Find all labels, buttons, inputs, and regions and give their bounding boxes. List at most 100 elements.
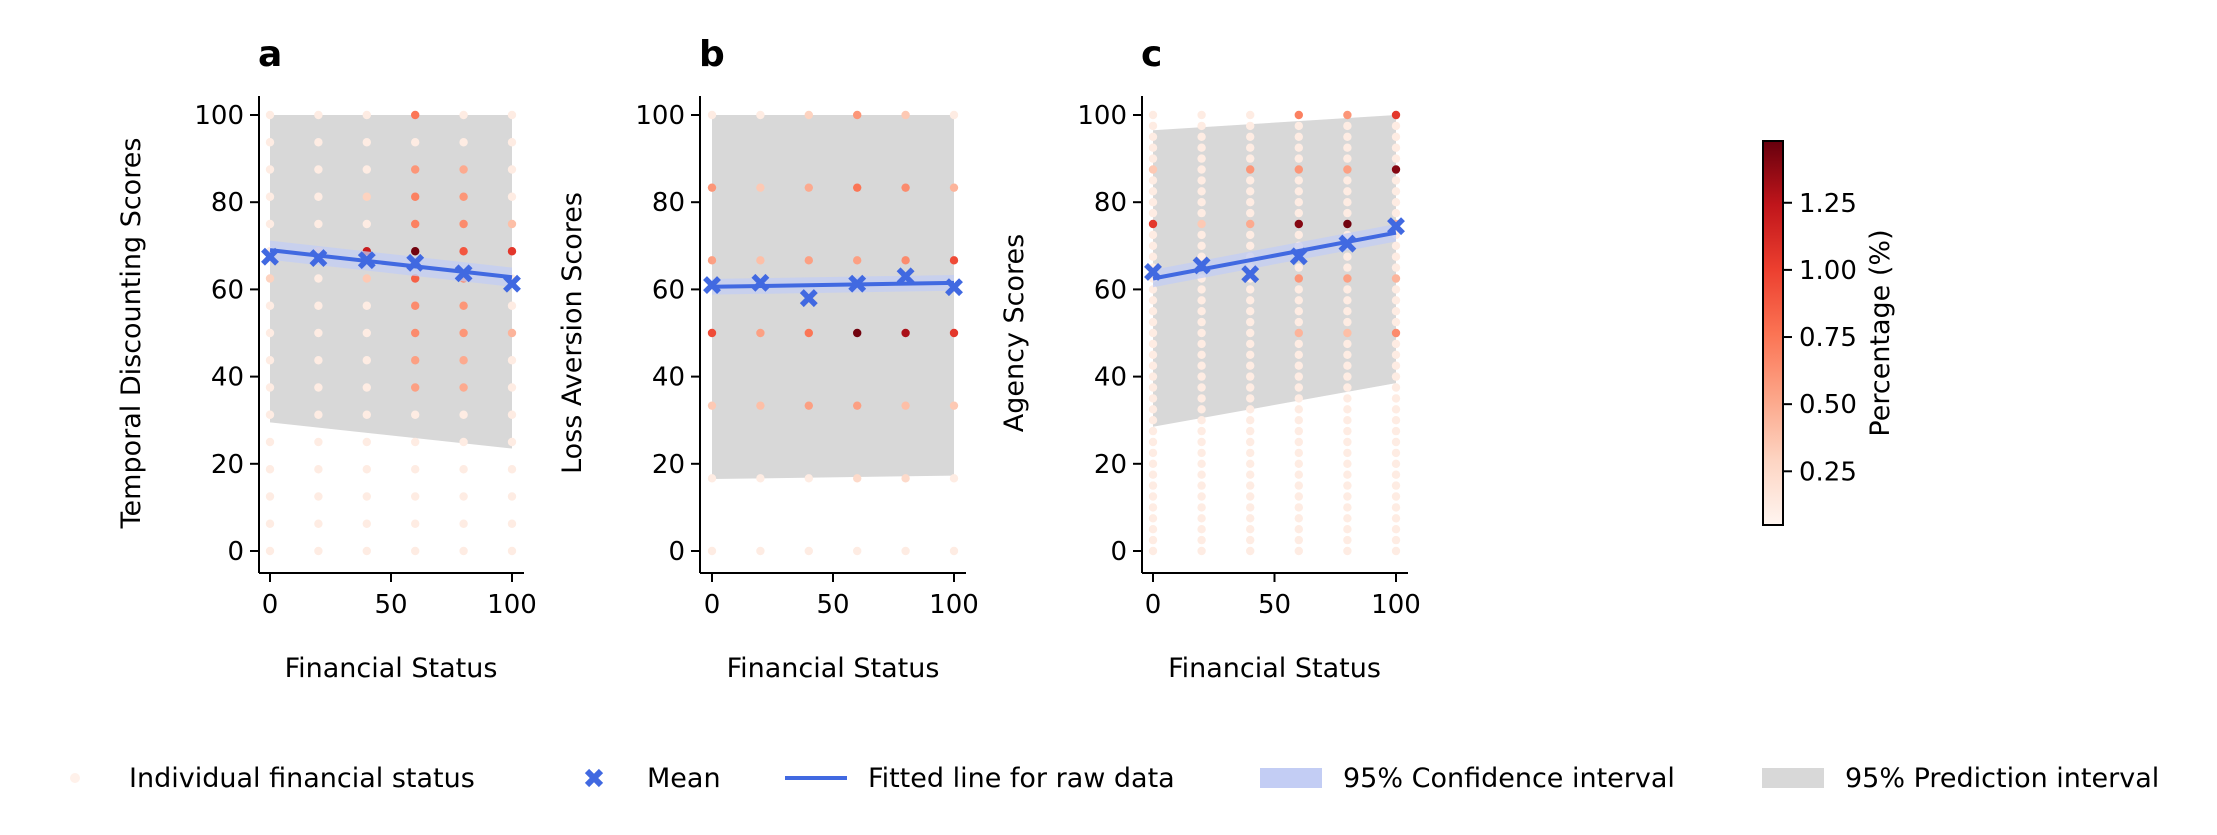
y-tick-label: 100 (194, 101, 244, 131)
data-point (1391, 416, 1401, 425)
data-point (1391, 437, 1401, 447)
data-point (1246, 383, 1255, 392)
data-point (1197, 296, 1206, 305)
data-point (265, 138, 275, 147)
data-point (507, 247, 517, 256)
y-tick-label: 80 (1094, 188, 1127, 218)
data-point (459, 356, 468, 365)
data-point (853, 401, 862, 410)
data-point (314, 410, 323, 419)
data-point (507, 356, 517, 365)
data-point (1148, 394, 1158, 403)
data-point (459, 110, 468, 120)
data-point (901, 256, 910, 265)
data-point (1148, 459, 1158, 468)
data-point (1246, 416, 1255, 425)
data-point (1197, 525, 1206, 534)
data-point (362, 165, 371, 174)
data-point (1197, 350, 1206, 359)
panel-title: b (699, 34, 725, 75)
data-point (1197, 492, 1206, 501)
data-point (507, 465, 517, 474)
data-point (804, 546, 813, 556)
data-point (1294, 230, 1304, 240)
data-point (507, 328, 517, 338)
data-point (1246, 241, 1255, 250)
data-point (1246, 394, 1255, 403)
data-point (1343, 165, 1352, 174)
legend-label-individual: Individual financial status (129, 763, 475, 794)
x-axis-label: Financial Status (285, 653, 498, 684)
data-point (507, 219, 517, 229)
y-tick-label: 100 (635, 101, 685, 131)
data-point (1391, 317, 1401, 327)
data-point (1197, 198, 1206, 207)
colorbar-tick-label: 0.50 (1799, 390, 1857, 420)
data-point (411, 356, 420, 365)
data-point (459, 138, 468, 147)
mean-marker (945, 278, 963, 297)
data-point (1391, 143, 1401, 152)
data-point (1246, 328, 1255, 338)
data-point (1246, 350, 1255, 359)
data-point (1391, 165, 1401, 174)
data-point (362, 274, 371, 283)
data-point (1246, 165, 1255, 174)
data-point (1391, 470, 1401, 479)
data-point (507, 383, 517, 392)
data-point (1197, 405, 1206, 414)
data-point (1197, 208, 1206, 218)
data-point (1391, 448, 1401, 458)
data-point (1148, 492, 1158, 501)
data-point (1294, 165, 1304, 174)
data-point (411, 437, 420, 447)
data-point (1343, 481, 1352, 490)
data-point (265, 465, 275, 474)
data-point (1294, 317, 1304, 327)
data-point (1343, 110, 1352, 120)
data-point (1294, 372, 1304, 381)
data-point (459, 301, 468, 310)
panel-c: 0 20 40 60 80 100 0 50 100 Financial Status Agency… (999, 34, 1421, 684)
data-point (756, 256, 765, 265)
data-point (1343, 394, 1352, 403)
data-point (1391, 274, 1401, 283)
data-point (1197, 230, 1206, 240)
data-point (1197, 219, 1206, 229)
data-point (1343, 307, 1352, 316)
data-point (314, 356, 323, 365)
data-point (707, 474, 717, 483)
prediction-interval-band (712, 115, 954, 480)
data-point (1197, 383, 1206, 392)
data-point (1148, 426, 1158, 436)
data-point (314, 219, 323, 229)
data-point (1294, 546, 1304, 556)
data-point (411, 247, 420, 256)
data-point (1148, 285, 1158, 294)
data-point (1343, 459, 1352, 468)
data-point (314, 328, 323, 338)
data-point (853, 328, 862, 338)
data-point (1294, 448, 1304, 458)
data-point (1294, 263, 1304, 272)
data-point (1197, 143, 1206, 152)
data-point (1246, 372, 1255, 381)
data-point (1391, 154, 1401, 163)
data-point (1294, 394, 1304, 403)
data-point (707, 328, 717, 338)
y-axis-label: Loss Aversion Scores (557, 192, 588, 474)
data-point (314, 519, 323, 528)
data-point (1246, 481, 1255, 490)
data-point (1343, 361, 1352, 370)
data-point (901, 183, 910, 192)
data-point (314, 110, 323, 120)
data-point (362, 383, 371, 392)
mean-marker (896, 267, 915, 286)
data-point (1148, 416, 1158, 425)
data-point (1391, 176, 1401, 185)
data-point (1391, 546, 1401, 556)
data-point (1148, 208, 1158, 218)
data-point (1391, 525, 1401, 534)
data-point (1148, 372, 1158, 381)
